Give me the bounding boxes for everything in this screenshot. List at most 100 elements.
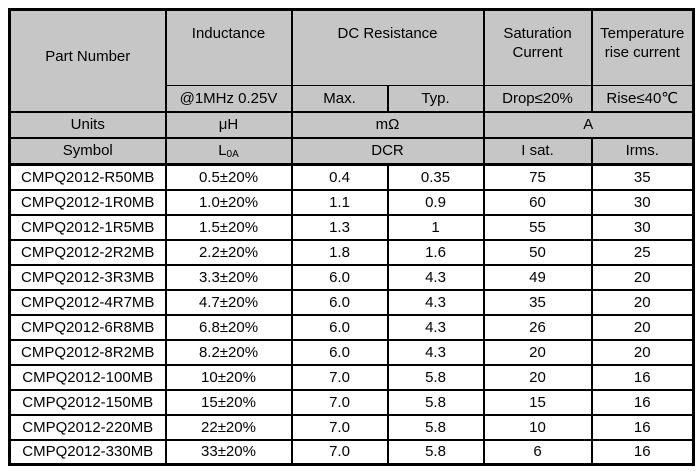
table-row: CMPQ2012-8R2MB 8.2±20% 6.0 4.3 20 20 (8, 338, 695, 366)
cell-part-number: CMPQ2012-4R7MB (8, 288, 167, 316)
cell-dcr-typ: 1 (386, 213, 485, 241)
cell-temperature-rise-current: 35 (590, 163, 695, 191)
cell-dcr-max: 7.0 (290, 363, 389, 391)
cell-dcr-typ: 4.3 (386, 313, 485, 341)
cell-dcr-typ: 5.8 (386, 388, 485, 416)
cell-dcr-max: 6.0 (290, 338, 389, 366)
table-row: CMPQ2012-2R2MB 2.2±20% 1.8 1.6 50 25 (8, 238, 695, 266)
inductance-condition-label: @1MHz 0.25V (164, 85, 293, 113)
symbol-irms: Irms. (590, 136, 695, 166)
cell-inductance: 33±20% (164, 438, 293, 466)
symbol-inductance-subscript: 0A (226, 149, 239, 161)
cell-dcr-typ: 4.3 (386, 338, 485, 366)
cell-temperature-rise-current: 16 (590, 388, 695, 416)
cell-saturation-current: 75 (482, 163, 593, 191)
cell-dcr-typ: 5.8 (386, 438, 485, 466)
table-row: CMPQ2012-100MB 10±20% 7.0 5.8 20 16 (8, 363, 695, 391)
cell-inductance: 1.5±20% (164, 213, 293, 241)
cell-temperature-rise-current: 20 (590, 313, 695, 341)
cell-dcr-typ: 4.3 (386, 288, 485, 316)
cell-temperature-rise-current: 16 (590, 413, 695, 441)
symbol-row: Symbol L0A DCR I sat. Irms. (8, 136, 695, 166)
cell-dcr-max: 7.0 (290, 388, 389, 416)
cell-saturation-current: 20 (482, 338, 593, 366)
cell-temperature-rise-current: 25 (590, 238, 695, 266)
units-label: Units (8, 110, 167, 139)
header-row-conditions: @1MHz 0.25V Max. Typ. Drop≤20% Rise≤40℃ (10, 85, 695, 113)
units-row: Units μH mΩ A (8, 110, 695, 139)
temperature-condition-label: Rise≤40℃ (590, 85, 695, 113)
header-row-groups: Part Number Inductance DC Resistance Sat… (8, 8, 695, 113)
table-row: CMPQ2012-6R8MB 6.8±20% 6.0 4.3 26 20 (8, 313, 695, 341)
col-header-dc-resistance: DC Resistance (290, 8, 485, 86)
cell-temperature-rise-current: 20 (590, 263, 695, 291)
table-row: CMPQ2012-R50MB 0.5±20% 0.4 0.35 75 35 (8, 163, 695, 191)
cell-part-number: CMPQ2012-220MB (8, 413, 167, 441)
cell-inductance: 22±20% (164, 413, 293, 441)
cell-inductance: 6.8±20% (164, 313, 293, 341)
col-header-part-number: Part Number (8, 8, 167, 113)
spec-table: Part Number Inductance DC Resistance Sat… (8, 8, 696, 466)
spec-table-body: Part Number Inductance DC Resistance Sat… (8, 8, 695, 466)
cell-dcr-max: 7.0 (290, 413, 389, 441)
cell-dcr-max: 1.3 (290, 213, 389, 241)
cell-temperature-rise-current: 16 (590, 438, 695, 466)
cell-dcr-max: 7.0 (290, 438, 389, 466)
units-current: A (482, 110, 695, 139)
cell-saturation-current: 49 (482, 263, 593, 291)
cell-inductance: 0.5±20% (164, 163, 293, 191)
cell-dcr-max: 6.0 (290, 313, 389, 341)
col-header-temperature-rise-current: Temperature rise current (590, 8, 695, 86)
table-row: CMPQ2012-220MB 22±20% 7.0 5.8 10 16 (8, 413, 695, 441)
cell-part-number: CMPQ2012-6R8MB (8, 313, 167, 341)
cell-part-number: CMPQ2012-330MB (8, 438, 167, 466)
cell-saturation-current: 55 (482, 213, 593, 241)
col-header-inductance: Inductance (164, 8, 293, 86)
cell-inductance: 4.7±20% (164, 288, 293, 316)
cell-saturation-current: 50 (482, 238, 593, 266)
cell-dcr-typ: 0.35 (386, 163, 485, 191)
table-row: CMPQ2012-150MB 15±20% 7.0 5.8 15 16 (8, 388, 695, 416)
cell-saturation-current: 10 (482, 413, 593, 441)
symbol-inductance-main: L (218, 142, 227, 160)
table-row: CMPQ2012-4R7MB 4.7±20% 6.0 4.3 35 20 (8, 288, 695, 316)
cell-temperature-rise-current: 20 (590, 338, 695, 366)
cell-inductance: 1.0±20% (164, 188, 293, 216)
units-dcr: mΩ (290, 110, 485, 139)
symbol-isat: I sat. (482, 136, 593, 166)
cell-part-number: CMPQ2012-2R2MB (8, 238, 167, 266)
table-row: CMPQ2012-330MB 33±20% 7.0 5.8 6 16 (8, 438, 695, 466)
cell-dcr-max: 1.1 (290, 188, 389, 216)
dcr-typ-label: Typ. (386, 85, 485, 113)
cell-saturation-current: 15 (482, 388, 593, 416)
table-row: CMPQ2012-1R5MB 1.5±20% 1.3 1 55 30 (8, 213, 695, 241)
symbol-inductance: L0A (164, 136, 293, 166)
cell-saturation-current: 20 (482, 363, 593, 391)
cell-saturation-current: 6 (482, 438, 593, 466)
cell-saturation-current: 35 (482, 288, 593, 316)
cell-dcr-typ: 1.6 (386, 238, 485, 266)
cell-temperature-rise-current: 20 (590, 288, 695, 316)
cell-inductance: 15±20% (164, 388, 293, 416)
cell-dcr-max: 6.0 (290, 288, 389, 316)
cell-dcr-max: 6.0 (290, 263, 389, 291)
cell-saturation-current: 60 (482, 188, 593, 216)
cell-dcr-max: 1.8 (290, 238, 389, 266)
cell-temperature-rise-current: 16 (590, 363, 695, 391)
dcr-max-label: Max. (290, 85, 389, 113)
symbol-label: Symbol (8, 136, 167, 166)
cell-part-number: CMPQ2012-1R5MB (8, 213, 167, 241)
cell-inductance: 2.2±20% (164, 238, 293, 266)
table-row: CMPQ2012-3R3MB 3.3±20% 6.0 4.3 49 20 (8, 263, 695, 291)
cell-part-number: CMPQ2012-100MB (8, 363, 167, 391)
cell-inductance: 3.3±20% (164, 263, 293, 291)
cell-dcr-typ: 5.8 (386, 413, 485, 441)
saturation-condition-label: Drop≤20% (482, 85, 593, 113)
units-inductance: μH (164, 110, 293, 139)
cell-part-number: CMPQ2012-8R2MB (8, 338, 167, 366)
cell-part-number: CMPQ2012-150MB (8, 388, 167, 416)
cell-temperature-rise-current: 30 (590, 188, 695, 216)
cell-dcr-typ: 0.9 (386, 188, 485, 216)
symbol-dcr: DCR (290, 136, 485, 166)
cell-temperature-rise-current: 30 (590, 213, 695, 241)
